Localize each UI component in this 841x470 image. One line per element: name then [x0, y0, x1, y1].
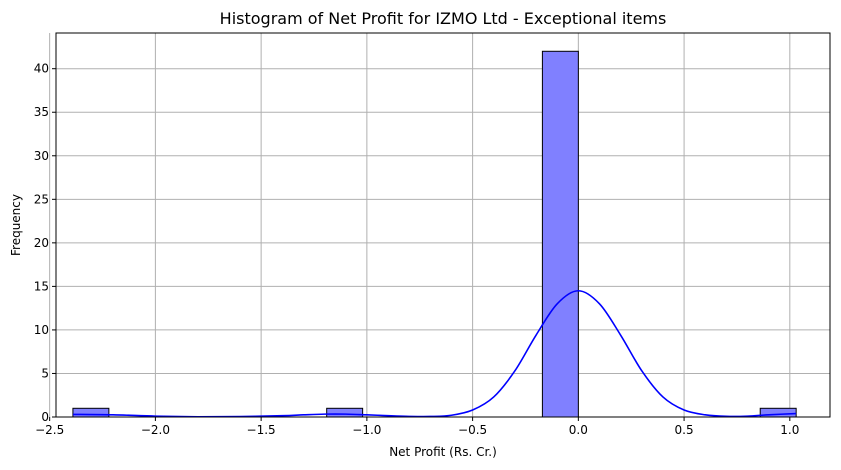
x-axis-title: Net Profit (Rs. Cr.) — [389, 445, 497, 459]
y-tick-label: 0 — [41, 410, 49, 424]
y-tick-label: 5 — [41, 366, 49, 380]
histogram-bars — [72, 50, 797, 418]
x-tick-label: 1.0 — [780, 423, 799, 437]
chart-title: Histogram of Net Profit for IZMO Ltd - E… — [220, 9, 667, 28]
histogram-bar — [326, 407, 364, 418]
y-tick-label: 25 — [34, 192, 49, 206]
x-tick-label: 0.0 — [569, 423, 588, 437]
x-tick-label: −0.5 — [458, 423, 487, 437]
y-tick-label: 10 — [34, 323, 49, 337]
x-tick-label: 0.5 — [675, 423, 694, 437]
plot-frame — [55, 32, 831, 418]
grid-lines — [49, 33, 830, 418]
kde-curve — [72, 289, 797, 418]
y-axis-title: Frequency — [9, 194, 23, 256]
axis-ticks: −2.5 −2.0 −1.5 −1.0 −0.5 0.0 0.5 1.0 0 5 10 15 20 25 3… — [34, 62, 800, 437]
y-tick-label: 20 — [34, 236, 49, 250]
x-tick-label: −1.0 — [352, 423, 381, 437]
histogram-bar — [541, 50, 579, 418]
y-tick-label: 35 — [34, 105, 49, 119]
x-tick-label: −2.5 — [35, 423, 64, 437]
y-tick-label: 15 — [34, 279, 49, 293]
x-tick-label: −2.0 — [141, 423, 170, 437]
x-tick-label: −1.5 — [247, 423, 276, 437]
y-tick-label: 40 — [34, 62, 49, 76]
histogram-bar — [72, 407, 110, 418]
kde-line — [72, 289, 797, 418]
y-tick-label: 30 — [34, 149, 49, 163]
